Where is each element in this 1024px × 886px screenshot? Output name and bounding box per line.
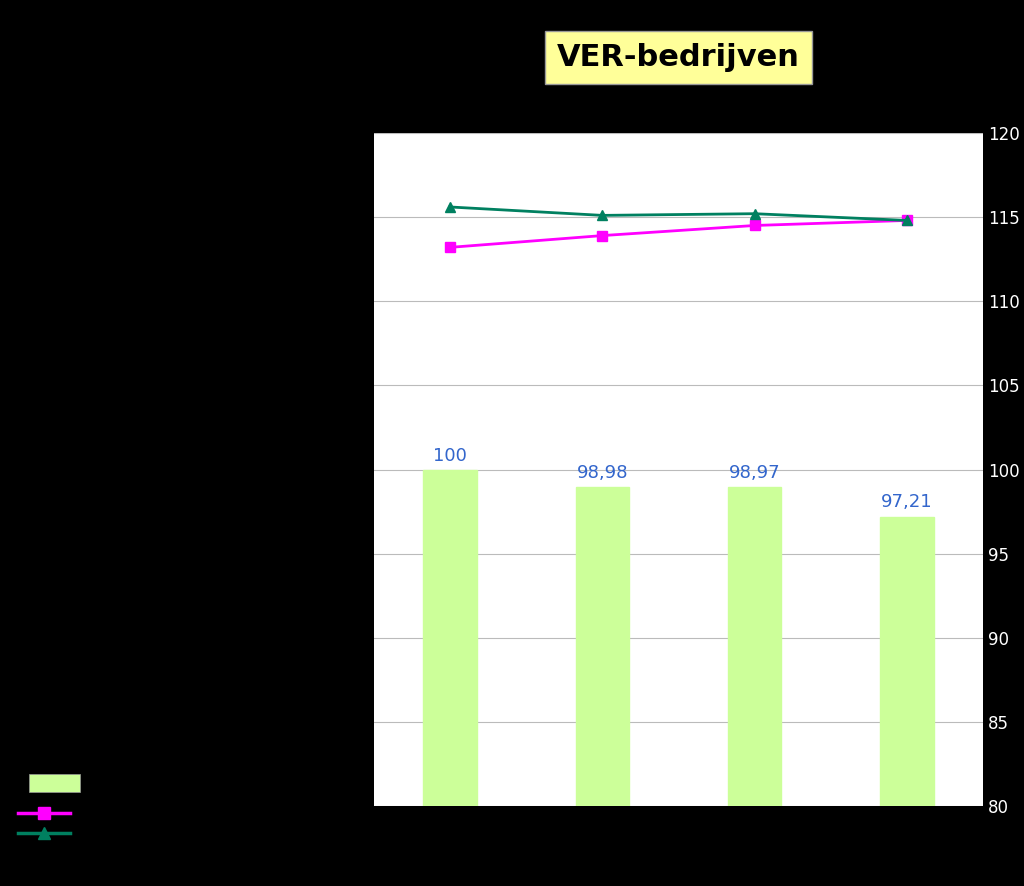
Text: 100: 100 [433, 447, 467, 464]
Bar [423, 470, 476, 886]
Text: 98,97: 98,97 [729, 464, 780, 482]
FancyBboxPatch shape [29, 774, 80, 792]
Bar [881, 517, 934, 886]
Text: 97,21: 97,21 [881, 494, 933, 511]
Bar [728, 487, 781, 886]
Text: VER-bedrijven: VER-bedrijven [557, 43, 800, 72]
Bar [575, 486, 629, 886]
Text: 98,98: 98,98 [577, 463, 628, 482]
